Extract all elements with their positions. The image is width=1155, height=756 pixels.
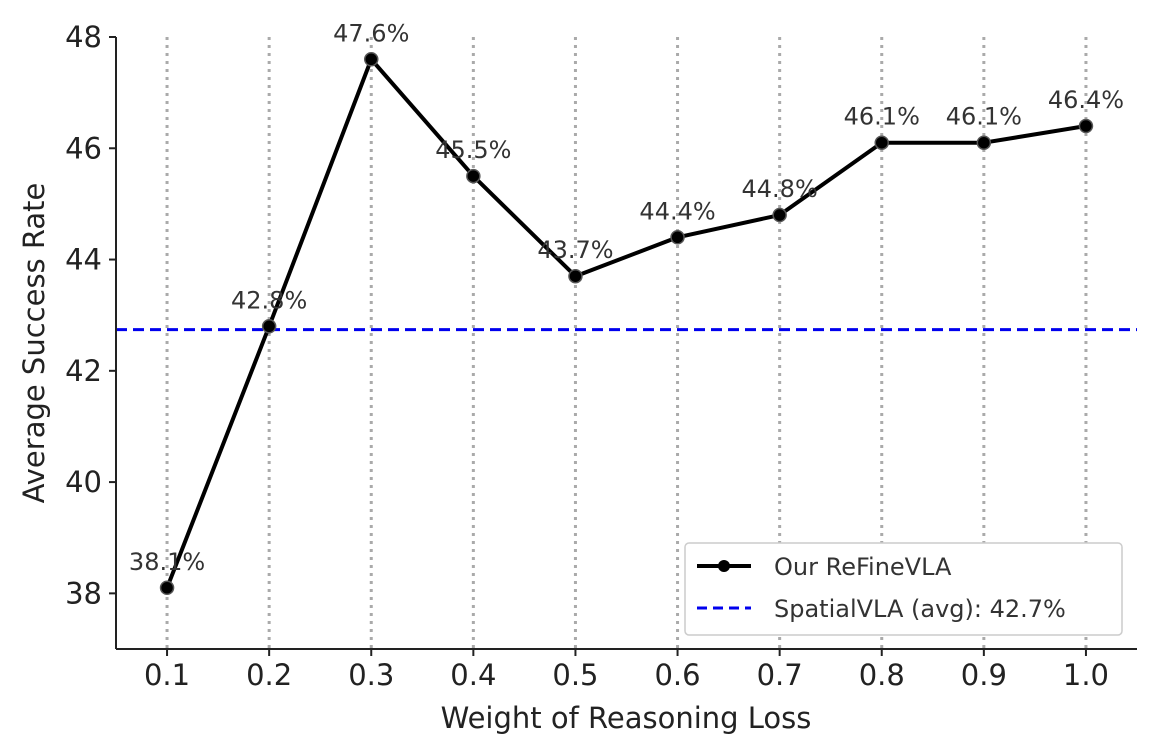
x-tick-label: 0.5 [552, 658, 598, 692]
x-tick-label: 0.4 [450, 658, 496, 692]
data-label: 46.1% [844, 103, 920, 131]
y-axis-label: Average Success Rate [17, 183, 51, 504]
y-tick-label: 46 [65, 131, 102, 165]
x-tick-label: 0.3 [348, 658, 394, 692]
data-point [1078, 118, 1094, 134]
x-tick-label: 1.0 [1063, 658, 1109, 692]
x-tick-label: 0.6 [654, 658, 700, 692]
data-label: 38.1% [129, 548, 205, 576]
data-label: 42.8% [231, 286, 307, 314]
x-tick-label: 0.2 [246, 658, 292, 692]
x-tick-label: 0.1 [144, 658, 190, 692]
grid-lines [165, 37, 1088, 649]
axis-ticks: 0.1 0.2 0.3 0.4 0.5 0.6 0.7 0.8 0.9 1.0 38 40 42 44 46… [65, 20, 1109, 692]
data-point [976, 135, 992, 150]
series [159, 52, 1094, 596]
data-point [159, 580, 175, 596]
data-point [364, 52, 379, 67]
y-tick-label: 48 [65, 20, 102, 54]
x-axis-label: Weight of Reasoning Loss [441, 701, 812, 735]
y-tick-label: 40 [65, 465, 102, 499]
data-label: 43.7% [537, 236, 613, 264]
x-tick-label: 0.8 [859, 658, 905, 692]
series-line-refinevla [165, 57, 1087, 589]
data-point [261, 319, 277, 334]
data-label: 47.6% [333, 19, 409, 47]
y-tick-label: 38 [65, 576, 102, 610]
data-label: 46.4% [1048, 86, 1124, 114]
x-tick-label: 0.7 [757, 658, 803, 692]
x-tick-label: 0.9 [961, 658, 1007, 692]
data-label: 46.1% [946, 103, 1022, 131]
legend-marker-refinevla [718, 560, 730, 572]
data-point [670, 230, 685, 245]
legend-label-spatialvla: SpatialVLA (avg): 42.7% [774, 595, 1066, 623]
data-point [466, 168, 481, 184]
data-point [568, 268, 583, 284]
data-point [874, 135, 889, 150]
axes [115, 37, 1137, 650]
y-tick-label: 44 [65, 243, 102, 277]
data-label: 44.4% [639, 197, 715, 225]
data-labels: 38.1% 42.8% 47.6% 45.5% 43.7% 44.4% 44.8% 46.1%… [129, 19, 1124, 576]
legend-label-refinevla: Our ReFineVLA [774, 553, 952, 581]
data-label: 44.8% [742, 175, 818, 203]
y-tick-label: 42 [65, 354, 102, 388]
data-label: 45.5% [435, 136, 511, 164]
legend-box [684, 542, 1123, 636]
legend: Our ReFineVLA SpatialVLA (avg): 42.7% [684, 542, 1123, 636]
data-point [772, 207, 787, 223]
